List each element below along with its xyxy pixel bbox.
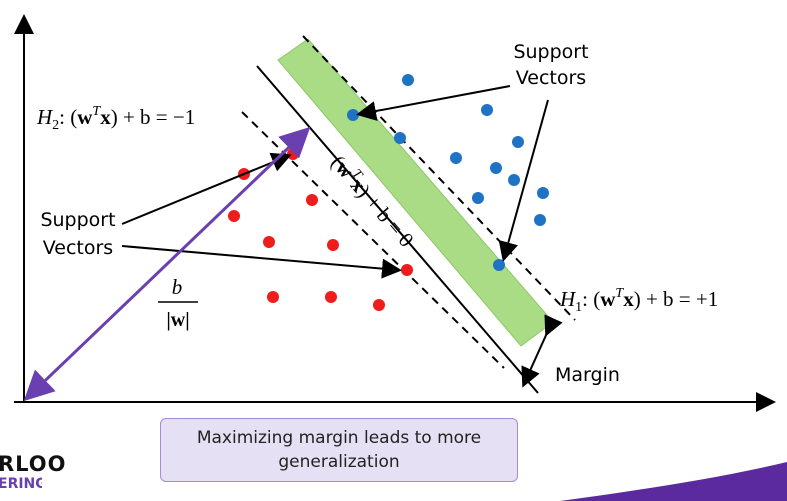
red-point-0 — [287, 148, 299, 160]
blue-point-7 — [508, 174, 520, 186]
blue-point-5 — [450, 152, 462, 164]
h1-eq-right: ) + b = +1 — [634, 287, 719, 311]
pointer-arrow-top-2 — [498, 99, 549, 262]
h1-eq-left: : ( — [582, 287, 600, 311]
margin-band — [277, 38, 554, 347]
h2-eq-right: ) + b = −1 — [111, 105, 196, 129]
fraction-numerator: b — [172, 275, 183, 299]
blue-point-1 — [481, 104, 493, 116]
brand-swoosh — [560, 462, 787, 501]
pointer-arrow-top-1 — [356, 85, 511, 121]
h2-equation: H2: (wTx) + b = −1 — [36, 104, 195, 133]
red-point-2 — [306, 194, 318, 206]
h1-subscript: 1 — [575, 300, 582, 315]
hyperplane-h1 — [302, 35, 576, 321]
blue-point-6 — [490, 162, 502, 174]
margin-label: Margin — [555, 364, 620, 386]
h1-equation: H1: (wTx) + b = +1 — [559, 286, 718, 315]
pointer-arrow-left-1 — [121, 152, 292, 225]
h2-transpose: T — [92, 104, 101, 119]
caption-box: Maximizing margin leads to more generali… — [160, 418, 518, 482]
h1-name: H — [559, 287, 577, 311]
red-point-8 — [325, 291, 337, 303]
red-point-6 — [401, 264, 413, 276]
h2-subscript: 2 — [52, 118, 59, 133]
red-point-4 — [263, 236, 275, 248]
support-vectors-left-label-line1: Support — [40, 209, 115, 231]
blue-point-4 — [512, 136, 524, 148]
distance-arrow — [23, 126, 311, 402]
h2-x: x — [100, 105, 111, 129]
blue-point-3 — [394, 132, 406, 144]
red-point-5 — [327, 239, 339, 251]
fraction-denominator: |w| — [166, 309, 189, 331]
h1-x: x — [623, 287, 634, 311]
h2-w: w — [77, 105, 93, 129]
h1-w: w — [600, 287, 616, 311]
blue-point-8 — [537, 187, 549, 199]
decision-boundary — [256, 65, 539, 394]
caption-text: Maximizing margin leads to more generali… — [196, 428, 482, 472]
h2-eq-left: : ( — [59, 105, 77, 129]
red-point-3 — [228, 210, 240, 222]
logo-subtext: ERING — [0, 476, 42, 492]
support-vectors-top-label-line2: Vectors — [516, 67, 586, 89]
blue-point-2 — [347, 109, 359, 121]
blue-point-9 — [472, 192, 484, 204]
blue-point-10 — [534, 214, 546, 226]
support-vectors-top-label-line1: Support — [513, 41, 588, 63]
red-point-9 — [373, 299, 385, 311]
margin-width-arrow — [521, 314, 563, 388]
h1-transpose: T — [615, 286, 624, 301]
blue-point-0 — [402, 74, 414, 86]
logo-wordmark: RLOO — [0, 452, 67, 476]
blue-point-11 — [493, 259, 505, 271]
support-vectors-left-label-line2: Vectors — [43, 237, 113, 259]
h2-name: H — [36, 105, 54, 129]
red-point-7 — [267, 291, 279, 303]
